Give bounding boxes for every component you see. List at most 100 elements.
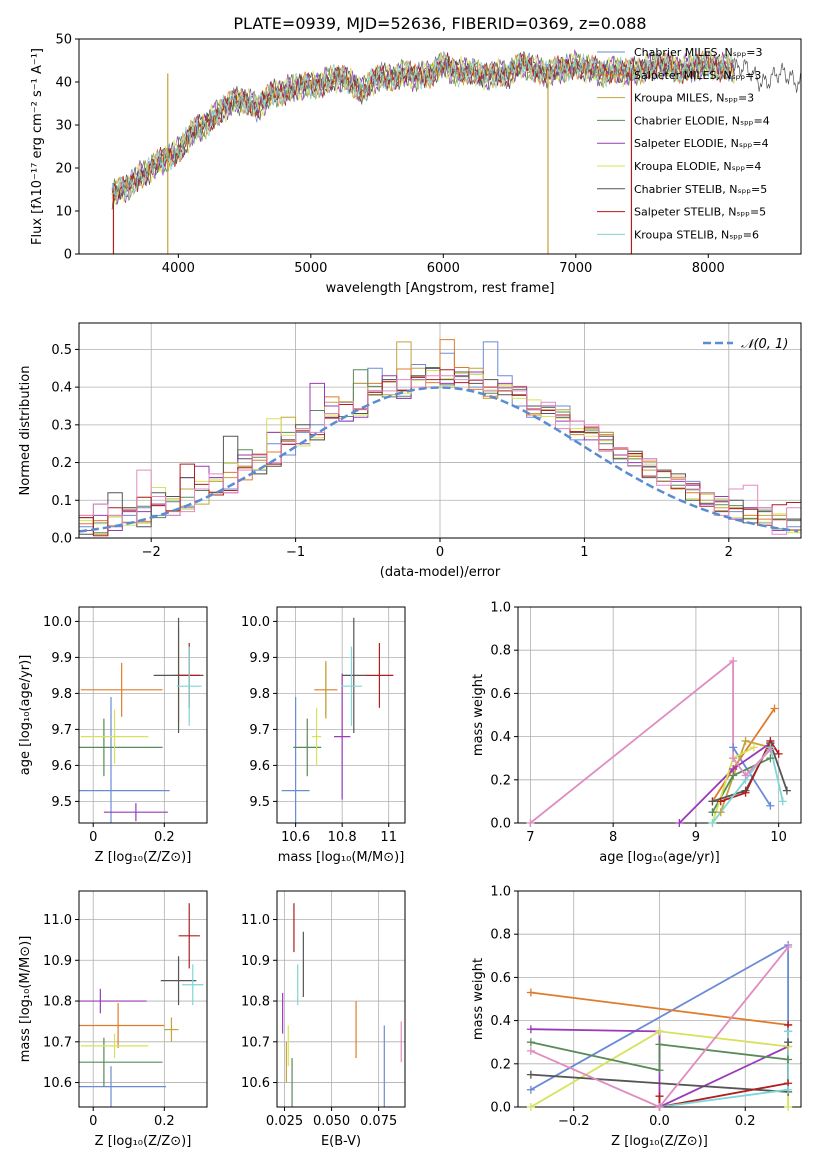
y-tick-label: 9.8 — [249, 687, 270, 702]
y-tick-label: 9.9 — [51, 651, 72, 666]
y-tick-label: 0.8 — [490, 644, 511, 659]
legend-entry: 𝒩(0, 1) — [741, 337, 788, 352]
x-tick-label: 8 — [609, 830, 617, 845]
spectrum-line — [111, 49, 735, 206]
spectrum-line — [111, 50, 801, 210]
weight-marker — [766, 801, 775, 810]
histogram-step — [79, 375, 801, 538]
y-tick-label: 10.7 — [43, 1035, 72, 1050]
x-tick-label: 0.075 — [360, 1114, 397, 1129]
weight-marker — [784, 1103, 793, 1111]
x-tick-label: 10.6 — [281, 830, 310, 845]
weight-series — [530, 991, 789, 1026]
weight-marker — [770, 704, 779, 713]
x-tick-label: 0.025 — [266, 1114, 303, 1129]
x-axis-label: Z [log₁₀(Z/Z⊙)] — [611, 1134, 708, 1149]
y-tick-label: 0.4 — [490, 730, 511, 745]
legend-entry: Salpeter ELODIE, Nₛₚₚ=4 — [634, 137, 769, 150]
weight-marker — [774, 749, 783, 758]
x-tick-label: 7000 — [559, 261, 592, 276]
y-tick-label: 10.0 — [43, 615, 72, 630]
plot-area-mass-vs-ebv — [282, 903, 402, 1107]
x-axis-label: E(B-V) — [321, 1134, 361, 1149]
y-tick-label: 10.7 — [241, 1035, 270, 1050]
weight-marker — [655, 1092, 664, 1101]
x-tick-label: 0.2 — [154, 1114, 175, 1129]
y-tick-label: 1.0 — [490, 885, 511, 900]
y-tick-label: 0.6 — [490, 687, 511, 702]
weight-marker — [729, 743, 738, 752]
y-tick-label: 10.6 — [241, 1076, 270, 1091]
x-tick-label: 0 — [436, 545, 444, 560]
weight-marker — [778, 797, 787, 806]
weight-marker — [526, 1038, 535, 1047]
weight-marker — [741, 736, 750, 745]
weight-series — [530, 946, 789, 1107]
x-axis-label: wavelength [Angstrom, rest frame] — [326, 281, 555, 296]
axes-frame — [517, 606, 802, 824]
weight-marker — [675, 819, 684, 827]
panel-residuals: −2 −1 0 1 2 0.0 0.1 0.2 0.3 0.4 0.5 (data-model)/er… — [18, 322, 802, 580]
y-tick-label: 0.0 — [51, 532, 72, 547]
weight-series — [529, 659, 772, 823]
plot-area-age-vs-Z — [79, 617, 204, 823]
x-tick-label: −1 — [286, 545, 305, 560]
y-tick-label: 0 — [64, 248, 72, 263]
weight-marker — [655, 1027, 664, 1036]
x-tick-label: 8000 — [692, 261, 725, 276]
weight-marker — [708, 808, 717, 817]
weight-series — [530, 1041, 789, 1072]
weight-marker — [655, 1103, 664, 1111]
y-tick-label: 0.2 — [490, 1057, 511, 1072]
y-axis-label: mass [log₁₀(M/M⊙)] — [18, 936, 33, 1063]
y-tick-label: 40 — [55, 76, 72, 91]
plot-area-spectrum — [111, 49, 801, 254]
x-tick-label: 2 — [725, 545, 733, 560]
y-axis-label: mass weight — [471, 958, 486, 1040]
legend-entry: Chabrier STELIB, Nₛₚₚ=5 — [634, 183, 767, 196]
y-tick-label: 0.8 — [490, 928, 511, 943]
y-tick-label: 0.4 — [51, 381, 72, 396]
weight-series — [658, 1024, 789, 1107]
y-tick-label: 0.2 — [51, 456, 72, 471]
axes-frame — [276, 890, 406, 1108]
y-tick-label: 9.9 — [249, 651, 270, 666]
weight-marker — [716, 797, 725, 806]
weight-marker — [766, 754, 775, 763]
y-tick-label: 50 — [55, 33, 72, 48]
y-tick-label: 0.2 — [490, 773, 511, 788]
y-tick-label: 10.0 — [241, 615, 270, 630]
normal-curve — [79, 386, 799, 533]
plot-area-weight-vs-age — [529, 659, 788, 823]
y-tick-label: 1.0 — [490, 601, 511, 616]
x-tick-label: −2 — [142, 545, 161, 560]
panel-age-vs-mass: 10.6 10.8 11 9.5 9.6 9.7 9.8 9.9 10.0 mass [log₁₀… — [241, 606, 406, 865]
weight-marker — [784, 943, 793, 952]
y-tick-label: 0.5 — [51, 343, 72, 358]
y-tick-label: 9.5 — [249, 795, 270, 810]
panel-mass-vs-ebv: 0.025 0.050 0.075 10.6 10.7 10.8 10.9 11.0 E(B-V… — [241, 890, 406, 1149]
legend-entry: Chabrier ELODIE, Nₛₚₚ=4 — [634, 114, 770, 127]
histogram-step — [79, 369, 801, 538]
y-axis-label: mass weight — [471, 674, 486, 756]
weight-marker — [729, 765, 738, 773]
y-axis-label: age [log₁₀(age/yr)] — [18, 655, 33, 776]
y-tick-label: 0.0 — [490, 817, 511, 832]
weight-marker — [655, 1066, 664, 1075]
weight-marker — [729, 754, 738, 763]
weight-marker — [784, 1085, 793, 1094]
weight-marker — [784, 1027, 793, 1036]
y-tick-label: 10 — [55, 205, 72, 220]
y-tick-label: 0.6 — [490, 971, 511, 986]
x-tick-label: 4000 — [162, 261, 195, 276]
y-tick-label: 0.1 — [51, 494, 72, 509]
figure-title: PLATE=0939, MJD=52636, FIBERID=0369, z=0… — [233, 14, 646, 33]
x-tick-label: 11 — [380, 830, 397, 845]
weight-marker — [716, 808, 725, 817]
y-tick-label: 10.9 — [241, 954, 270, 969]
y-tick-label: 9.6 — [51, 759, 72, 774]
legend-entry: Kroupa STELIB, Nₛₚₚ=6 — [634, 228, 759, 241]
panel-age-vs-Z: 0 0.2 9.5 9.6 9.7 9.8 9.9 10.0 Z [log₁₀(Z/Z⊙)] ag… — [18, 606, 208, 865]
y-tick-label: 11.0 — [43, 913, 72, 928]
